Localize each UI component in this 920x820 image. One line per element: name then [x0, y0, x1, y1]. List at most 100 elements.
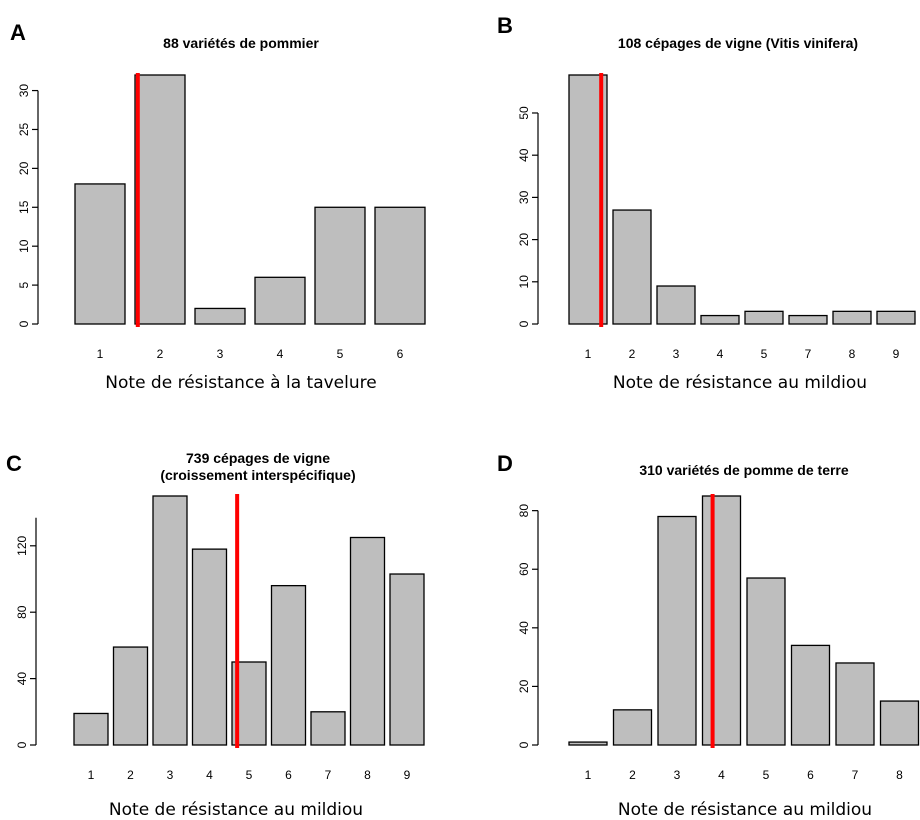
x-tick-label-2: 2 [629, 347, 636, 361]
panel-d-xlabel: Note de résistance au mildiou [618, 800, 872, 820]
y-tick-label-120: 120 [15, 535, 29, 555]
panel-a-title: 88 variétés de pommier [163, 35, 319, 51]
bar-2 [134, 74, 186, 325]
y-tick-label-30: 30 [17, 84, 31, 98]
x-tick-label-5: 5 [763, 768, 770, 782]
x-tick-label-1: 1 [585, 347, 592, 361]
y-tick-label-40: 40 [517, 148, 531, 162]
panel-c-title: 739 cépages de vigne [186, 450, 330, 466]
x-tick-label-1: 1 [97, 347, 104, 361]
panel-c-xlabel: Note de résistance au mildiou [109, 800, 363, 820]
panel-b-plot: 1 2 3 4 5 7 8 9 0 10 20 30 40 50 [517, 73, 916, 361]
x-tick-label-5: 5 [337, 347, 344, 361]
x-tick-label-5: 5 [246, 768, 253, 782]
x-tick-label-4: 4 [718, 768, 725, 782]
bar-5 [746, 577, 786, 746]
y-tick-label-0: 0 [517, 320, 531, 327]
bar-1 [568, 741, 608, 746]
x-tick-label-6: 6 [285, 768, 292, 782]
bar-8 [879, 700, 920, 746]
y-tick-label-20: 20 [517, 233, 531, 247]
x-tick-label-3: 3 [673, 347, 680, 361]
bar-7 [788, 314, 828, 325]
panel-a-xlabel: Note de résistance à la tavelure [105, 373, 376, 393]
y-tick-label-40: 40 [517, 621, 531, 635]
bar-5 [744, 310, 784, 325]
bar-1 [73, 712, 109, 746]
y-tick-label-10: 10 [517, 275, 531, 289]
x-tick-label-3: 3 [674, 768, 681, 782]
bar-6 [270, 584, 307, 746]
x-tick-label-2: 2 [127, 768, 134, 782]
bar-3 [152, 495, 188, 746]
bar-9 [876, 310, 916, 325]
y-tick-label-40: 40 [15, 672, 29, 686]
x-tick-label-2: 2 [629, 768, 636, 782]
panel-d-title: 310 variétés de pomme de terre [639, 462, 849, 478]
x-tick-label-7: 7 [325, 768, 332, 782]
x-tick-label-3: 3 [217, 347, 224, 361]
panel-letter-b: B [497, 13, 513, 38]
x-tick-label-9: 9 [893, 347, 900, 361]
bar-6 [790, 644, 831, 746]
panel-b: B 108 cépages de vigne (Vitis vinifera) … [497, 13, 916, 393]
x-tick-label-3: 3 [167, 768, 174, 782]
bar-4 [191, 548, 228, 746]
bar-3 [656, 285, 696, 325]
x-tick-label-8: 8 [896, 768, 903, 782]
x-tick-label-6: 6 [807, 768, 814, 782]
y-tick-label-20: 20 [17, 161, 31, 175]
bar-5 [314, 206, 366, 325]
y-tick-label-80: 80 [517, 504, 531, 518]
bar-3 [194, 307, 246, 325]
x-tick-label-8: 8 [849, 347, 856, 361]
panel-c: C 739 cépages de vigne (croissement inte… [6, 450, 425, 820]
y-tick-label-0: 0 [15, 741, 29, 748]
y-tick-label-0: 0 [17, 320, 31, 327]
x-tick-label-2: 2 [157, 347, 164, 361]
y-tick-label-60: 60 [517, 562, 531, 576]
x-tick-label-4: 4 [206, 768, 213, 782]
panel-letter-a: A [10, 20, 26, 45]
bar-1 [74, 183, 126, 325]
y-tick-label-50: 50 [517, 106, 531, 120]
x-tick-label-7: 7 [805, 347, 812, 361]
y-tick-label-20: 20 [517, 679, 531, 693]
bar-3 [657, 515, 697, 746]
panel-a: A 88 variétés de pommier Note de résista… [10, 20, 426, 393]
y-tick-label-5: 5 [17, 281, 31, 288]
panel-letter-c: C [6, 451, 22, 476]
x-tick-label-4: 4 [277, 347, 284, 361]
bar-2 [112, 646, 149, 746]
bar-6 [374, 206, 426, 325]
bar-9 [389, 573, 425, 746]
y-tick-label-0: 0 [517, 741, 531, 748]
bar-4 [700, 314, 740, 325]
x-tick-label-9: 9 [404, 768, 411, 782]
bar-4 [701, 495, 742, 746]
bar-4 [254, 276, 306, 325]
y-tick-label-30: 30 [517, 190, 531, 204]
bar-7 [835, 662, 875, 746]
bar-8 [832, 310, 872, 325]
panel-b-xlabel: Note de résistance au mildiou [613, 373, 867, 393]
x-tick-label-1: 1 [88, 768, 95, 782]
x-tick-label-8: 8 [364, 768, 371, 782]
y-tick-label-10: 10 [17, 239, 31, 253]
y-tick-label-15: 15 [17, 200, 31, 214]
panel-a-plot: 1 2 3 4 5 6 0 5 10 15 20 25 30 [17, 73, 426, 361]
panel-c-title-line2: (croissement interspécifique) [160, 467, 355, 483]
x-tick-label-5: 5 [761, 347, 768, 361]
panel-d: D 310 variétés de pomme de terre Note de… [497, 451, 920, 820]
panel-letter-d: D [497, 451, 513, 476]
bar-2 [612, 209, 652, 325]
x-tick-label-4: 4 [717, 347, 724, 361]
y-tick-label-25: 25 [17, 122, 31, 136]
y-tick-label-80: 80 [15, 605, 29, 619]
bar-7 [310, 711, 346, 746]
x-tick-label-6: 6 [397, 347, 404, 361]
panel-c-plot: 1 2 3 4 5 6 7 8 9 0 40 80 120 [15, 494, 425, 782]
bar-2 [612, 709, 653, 746]
